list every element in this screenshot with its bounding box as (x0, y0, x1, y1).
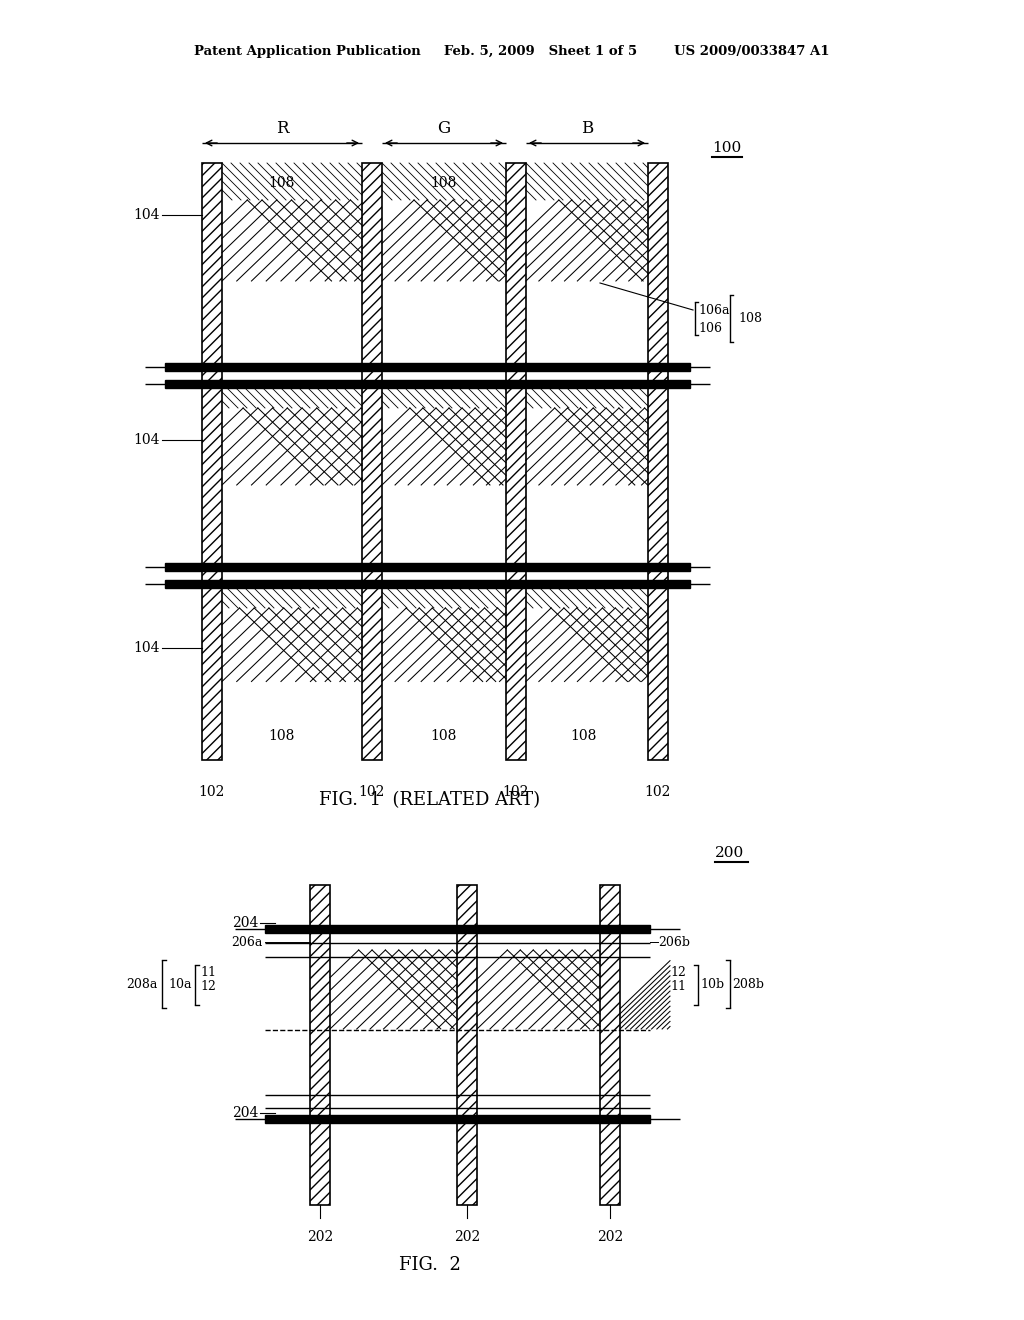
Bar (265, 1115, 650, 1123)
Text: G: G (437, 120, 451, 137)
Bar (165, 380, 690, 388)
Text: 200: 200 (715, 846, 744, 861)
Text: 208b: 208b (732, 978, 764, 991)
Text: 12: 12 (200, 981, 216, 994)
Text: 11: 11 (200, 965, 216, 978)
Text: 202: 202 (454, 1230, 480, 1243)
Text: FIG.  1  (RELATED ART): FIG. 1 (RELATED ART) (319, 791, 541, 809)
Text: 108: 108 (570, 729, 597, 743)
Text: 204: 204 (231, 1106, 258, 1119)
Text: 100: 100 (712, 141, 741, 154)
Text: 108: 108 (738, 312, 762, 325)
Text: 108: 108 (269, 729, 295, 743)
Text: 104: 104 (133, 209, 160, 222)
Text: 11: 11 (670, 981, 686, 994)
Text: 202: 202 (307, 1230, 333, 1243)
Text: 106: 106 (698, 322, 722, 334)
Text: 108: 108 (269, 176, 295, 190)
Text: 208a: 208a (127, 978, 158, 991)
Text: 102: 102 (199, 785, 225, 799)
Text: 206b: 206b (658, 936, 690, 949)
Bar (457, 884, 477, 1205)
Bar (165, 579, 690, 587)
Text: 102: 102 (358, 785, 385, 799)
Text: 12: 12 (670, 965, 686, 978)
Bar (165, 363, 690, 371)
Bar (648, 162, 668, 760)
Bar (600, 884, 620, 1205)
Bar (265, 925, 650, 933)
Text: 10a: 10a (169, 978, 193, 991)
Bar (362, 162, 382, 760)
Text: 106a: 106a (698, 304, 729, 317)
Text: 108: 108 (431, 729, 457, 743)
Bar (202, 162, 222, 760)
Text: R: R (275, 120, 288, 137)
Text: 202: 202 (597, 1230, 624, 1243)
Text: 104: 104 (133, 642, 160, 655)
Text: 204: 204 (231, 916, 258, 931)
Text: 104: 104 (133, 433, 160, 447)
Text: 102: 102 (503, 785, 529, 799)
Bar (165, 564, 690, 572)
Text: B: B (581, 120, 593, 137)
Text: 108: 108 (431, 176, 457, 190)
Text: 102: 102 (645, 785, 671, 799)
Text: 10b: 10b (700, 978, 724, 991)
Text: FIG.  2: FIG. 2 (399, 1257, 461, 1274)
Bar (506, 162, 526, 760)
Bar (310, 884, 330, 1205)
Text: Patent Application Publication     Feb. 5, 2009   Sheet 1 of 5        US 2009/00: Patent Application Publication Feb. 5, 2… (195, 45, 829, 58)
Text: 206a: 206a (231, 936, 263, 949)
